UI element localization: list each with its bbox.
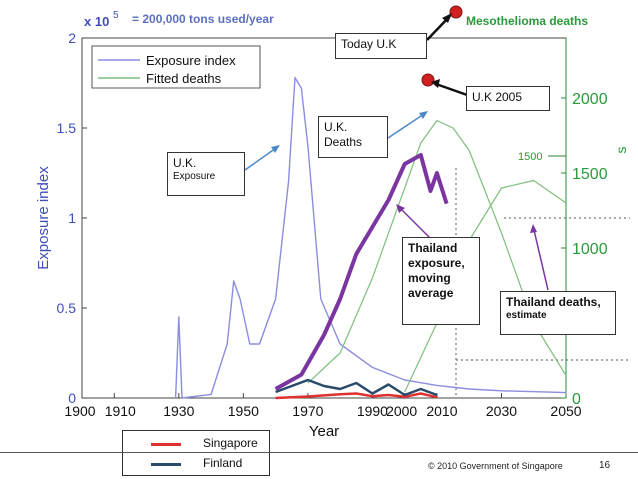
- thailand-exposure-line: exposure,: [408, 256, 465, 270]
- x-tick-label: 1910: [105, 403, 136, 419]
- footer-rule: [0, 452, 638, 453]
- thailand-exposure-line: average: [408, 286, 454, 300]
- thailand-exposure-line: moving: [408, 271, 451, 285]
- today-arrowhead: [442, 13, 452, 23]
- uk-deaths-line1: U.K.: [324, 120, 348, 134]
- legend-label-singapore: Singapore: [203, 436, 258, 450]
- today-marker: [449, 5, 463, 19]
- thailand-deaths-arrowhead: [530, 224, 537, 233]
- right-tick-label: 0: [572, 391, 581, 408]
- uk-deaths-box: U.K. Deaths: [318, 116, 388, 158]
- x-tick-label: 2050: [550, 403, 581, 419]
- thailand-deaths-arrow: [533, 229, 549, 291]
- left-tick-label: 0.5: [57, 300, 77, 316]
- legend-label-finland: Finland: [203, 456, 243, 470]
- mesothelioma-label: Mesothelioma deaths: [466, 14, 589, 28]
- thailand-exposure-box: Thailand exposure, moving average: [402, 237, 480, 325]
- thailand-deaths-curve: [404, 179, 567, 393]
- uk-deaths-arrow: [387, 113, 425, 139]
- x-axis-label: Year: [309, 423, 339, 440]
- exposure-index-line: [174, 76, 567, 399]
- uk2005-arrowhead: [431, 79, 440, 88]
- thailand-exposure-arrow: [399, 207, 431, 239]
- thailand-deaths-line2: estimate: [506, 310, 547, 321]
- thailand-exposure-arrowhead: [396, 204, 405, 213]
- left-multiplier: x 10: [84, 14, 109, 29]
- y-axis-label-right: s: [613, 147, 629, 154]
- page-number: 16: [599, 460, 611, 471]
- finland-line: [275, 378, 438, 397]
- x-tick-label: 1930: [163, 403, 194, 419]
- today-uk-label: Today U.K: [341, 37, 397, 51]
- uk-exposure-arrow: [244, 147, 277, 171]
- x-tick-label: 2030: [486, 403, 517, 419]
- uk-exposure-line2: Exposure: [173, 171, 216, 182]
- left-tick-label: 1: [68, 210, 76, 226]
- legend-label-exposure: Exposure index: [146, 53, 236, 68]
- uk-2005-label: U.K 2005: [472, 90, 523, 104]
- left-tick-label: 0: [68, 390, 76, 406]
- right-tick-label: 1000: [572, 241, 608, 258]
- thailand-exposure-line: Thailand: [408, 241, 458, 255]
- uk-exposure-line1: U.K.: [173, 156, 197, 170]
- fitted-deaths-line: [307, 119, 567, 384]
- right-tick-label: 1500: [572, 166, 608, 183]
- legend-item-finland: Finland: [123, 454, 269, 474]
- legend-label-fitted: Fitted deaths: [146, 71, 222, 86]
- today-uk-box: Today U.K: [335, 33, 427, 59]
- y-axis-label-left: Exposure index: [35, 166, 52, 270]
- left-tick-label: 1.5: [57, 120, 77, 136]
- legend-item-singapore: Singapore: [123, 434, 269, 454]
- inner-legend: [91, 45, 261, 89]
- uk-deaths-line2: Deaths: [324, 135, 363, 149]
- x-tick-label: 1900: [64, 403, 95, 419]
- uk-2005-box: U.K 2005: [466, 86, 550, 111]
- uk-exposure-box: U.K. Exposure: [167, 152, 245, 196]
- secondary-1500-label: 1500: [518, 151, 542, 163]
- thailand-deaths-line1: Thailand deaths,: [506, 295, 601, 309]
- x-tick-label: 2000: [386, 403, 417, 419]
- uk2005-arrow: [435, 82, 471, 98]
- copyright: © 2010 Government of Singapore: [428, 461, 563, 471]
- x-tick-label: 1950: [228, 403, 259, 419]
- thailand-exposure-line: [274, 153, 449, 391]
- uk-exposure-arrowhead: [271, 145, 280, 153]
- thailand-deaths-box: Thailand deaths, estimate: [500, 291, 616, 335]
- singapore-line: [275, 392, 438, 400]
- legend-line-singapore: [151, 443, 181, 446]
- legend-line-finland: [151, 463, 181, 466]
- left-multiplier-exp: 5: [113, 10, 119, 21]
- right-tick-label: 2000: [572, 91, 608, 108]
- top-note: = 200,000 tons used/year: [132, 12, 274, 26]
- x-tick-label: 1990: [357, 403, 388, 419]
- left-tick-label: 2: [68, 30, 76, 46]
- uk-deaths-arrowhead: [419, 111, 428, 119]
- uk2005-marker: [421, 73, 435, 87]
- country-legend: Singapore Finland: [122, 430, 270, 476]
- x-tick-label: 1970: [292, 403, 323, 419]
- x-tick-label: 2010: [426, 403, 457, 419]
